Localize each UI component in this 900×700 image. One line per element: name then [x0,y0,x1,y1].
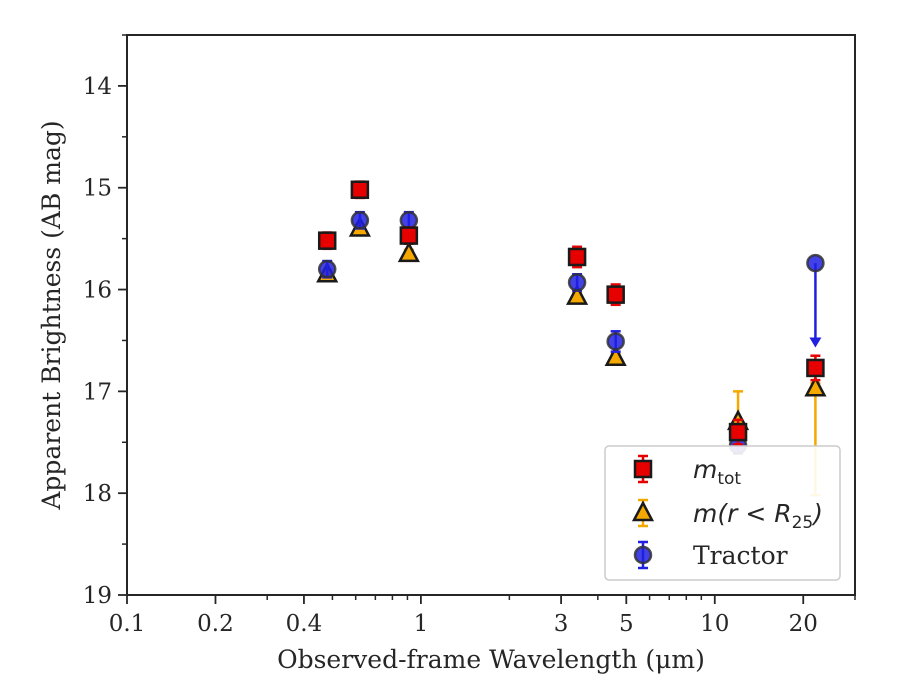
y-tick-label: 16 [83,278,112,304]
x-axis-label: Observed-frame Wavelength (μm) [277,645,705,674]
y-tick-label: 14 [83,74,112,100]
x-tick-label: 5 [619,611,634,637]
circle-point [606,332,625,351]
series-layer [316,180,827,497]
circle-point [350,211,370,230]
x-tick-label: 0.2 [197,611,234,637]
legend-frame [604,445,841,581]
square-point [606,285,625,304]
x-tick-label: 1 [414,611,429,637]
triangle-point [604,345,627,367]
square-point [806,358,825,378]
legend-triangle-marker [631,500,655,522]
x-axis: 0.1 0.2 0.4 1 3 5 10 20 [109,595,856,637]
series-square [317,180,825,446]
circle-point [317,259,337,279]
y-tick-label: 18 [83,481,112,507]
circle-point [567,273,587,292]
square-point [399,226,419,245]
square-point [567,247,587,267]
legend-label-triangle: m(r < R25) [693,499,823,533]
triangle-point [804,375,827,397]
x-tick-label: 0.4 [286,611,323,637]
x-tick-label: 20 [789,611,818,637]
y-tick-label: 15 [83,176,112,202]
square-point [317,231,337,250]
circle-point [806,253,825,273]
x-tick-label: 0.1 [109,611,146,637]
square-point [350,180,370,200]
circle-point [399,211,419,230]
x-tick-label: 10 [700,611,729,637]
x-tick-label: 3 [554,611,569,637]
square-point [728,422,748,442]
triangle-point [397,241,420,263]
legend-label-circle: Tractor [693,541,788,570]
legend-square-marker [633,459,653,479]
upper-limit-arrow [809,337,822,348]
legend-circle-marker [633,545,653,565]
legend: mtot m(r < R25) Tractor [604,445,841,581]
legend-label-square: mtot [693,455,741,489]
y-tick-label: 17 [83,379,112,405]
y-tick-label: 19 [83,583,112,609]
triangle-point [566,284,589,305]
y-axis: 14 15 16 17 18 19 [83,34,127,609]
y-axis-label: Apparent Brightness (AB mag) [37,120,66,510]
